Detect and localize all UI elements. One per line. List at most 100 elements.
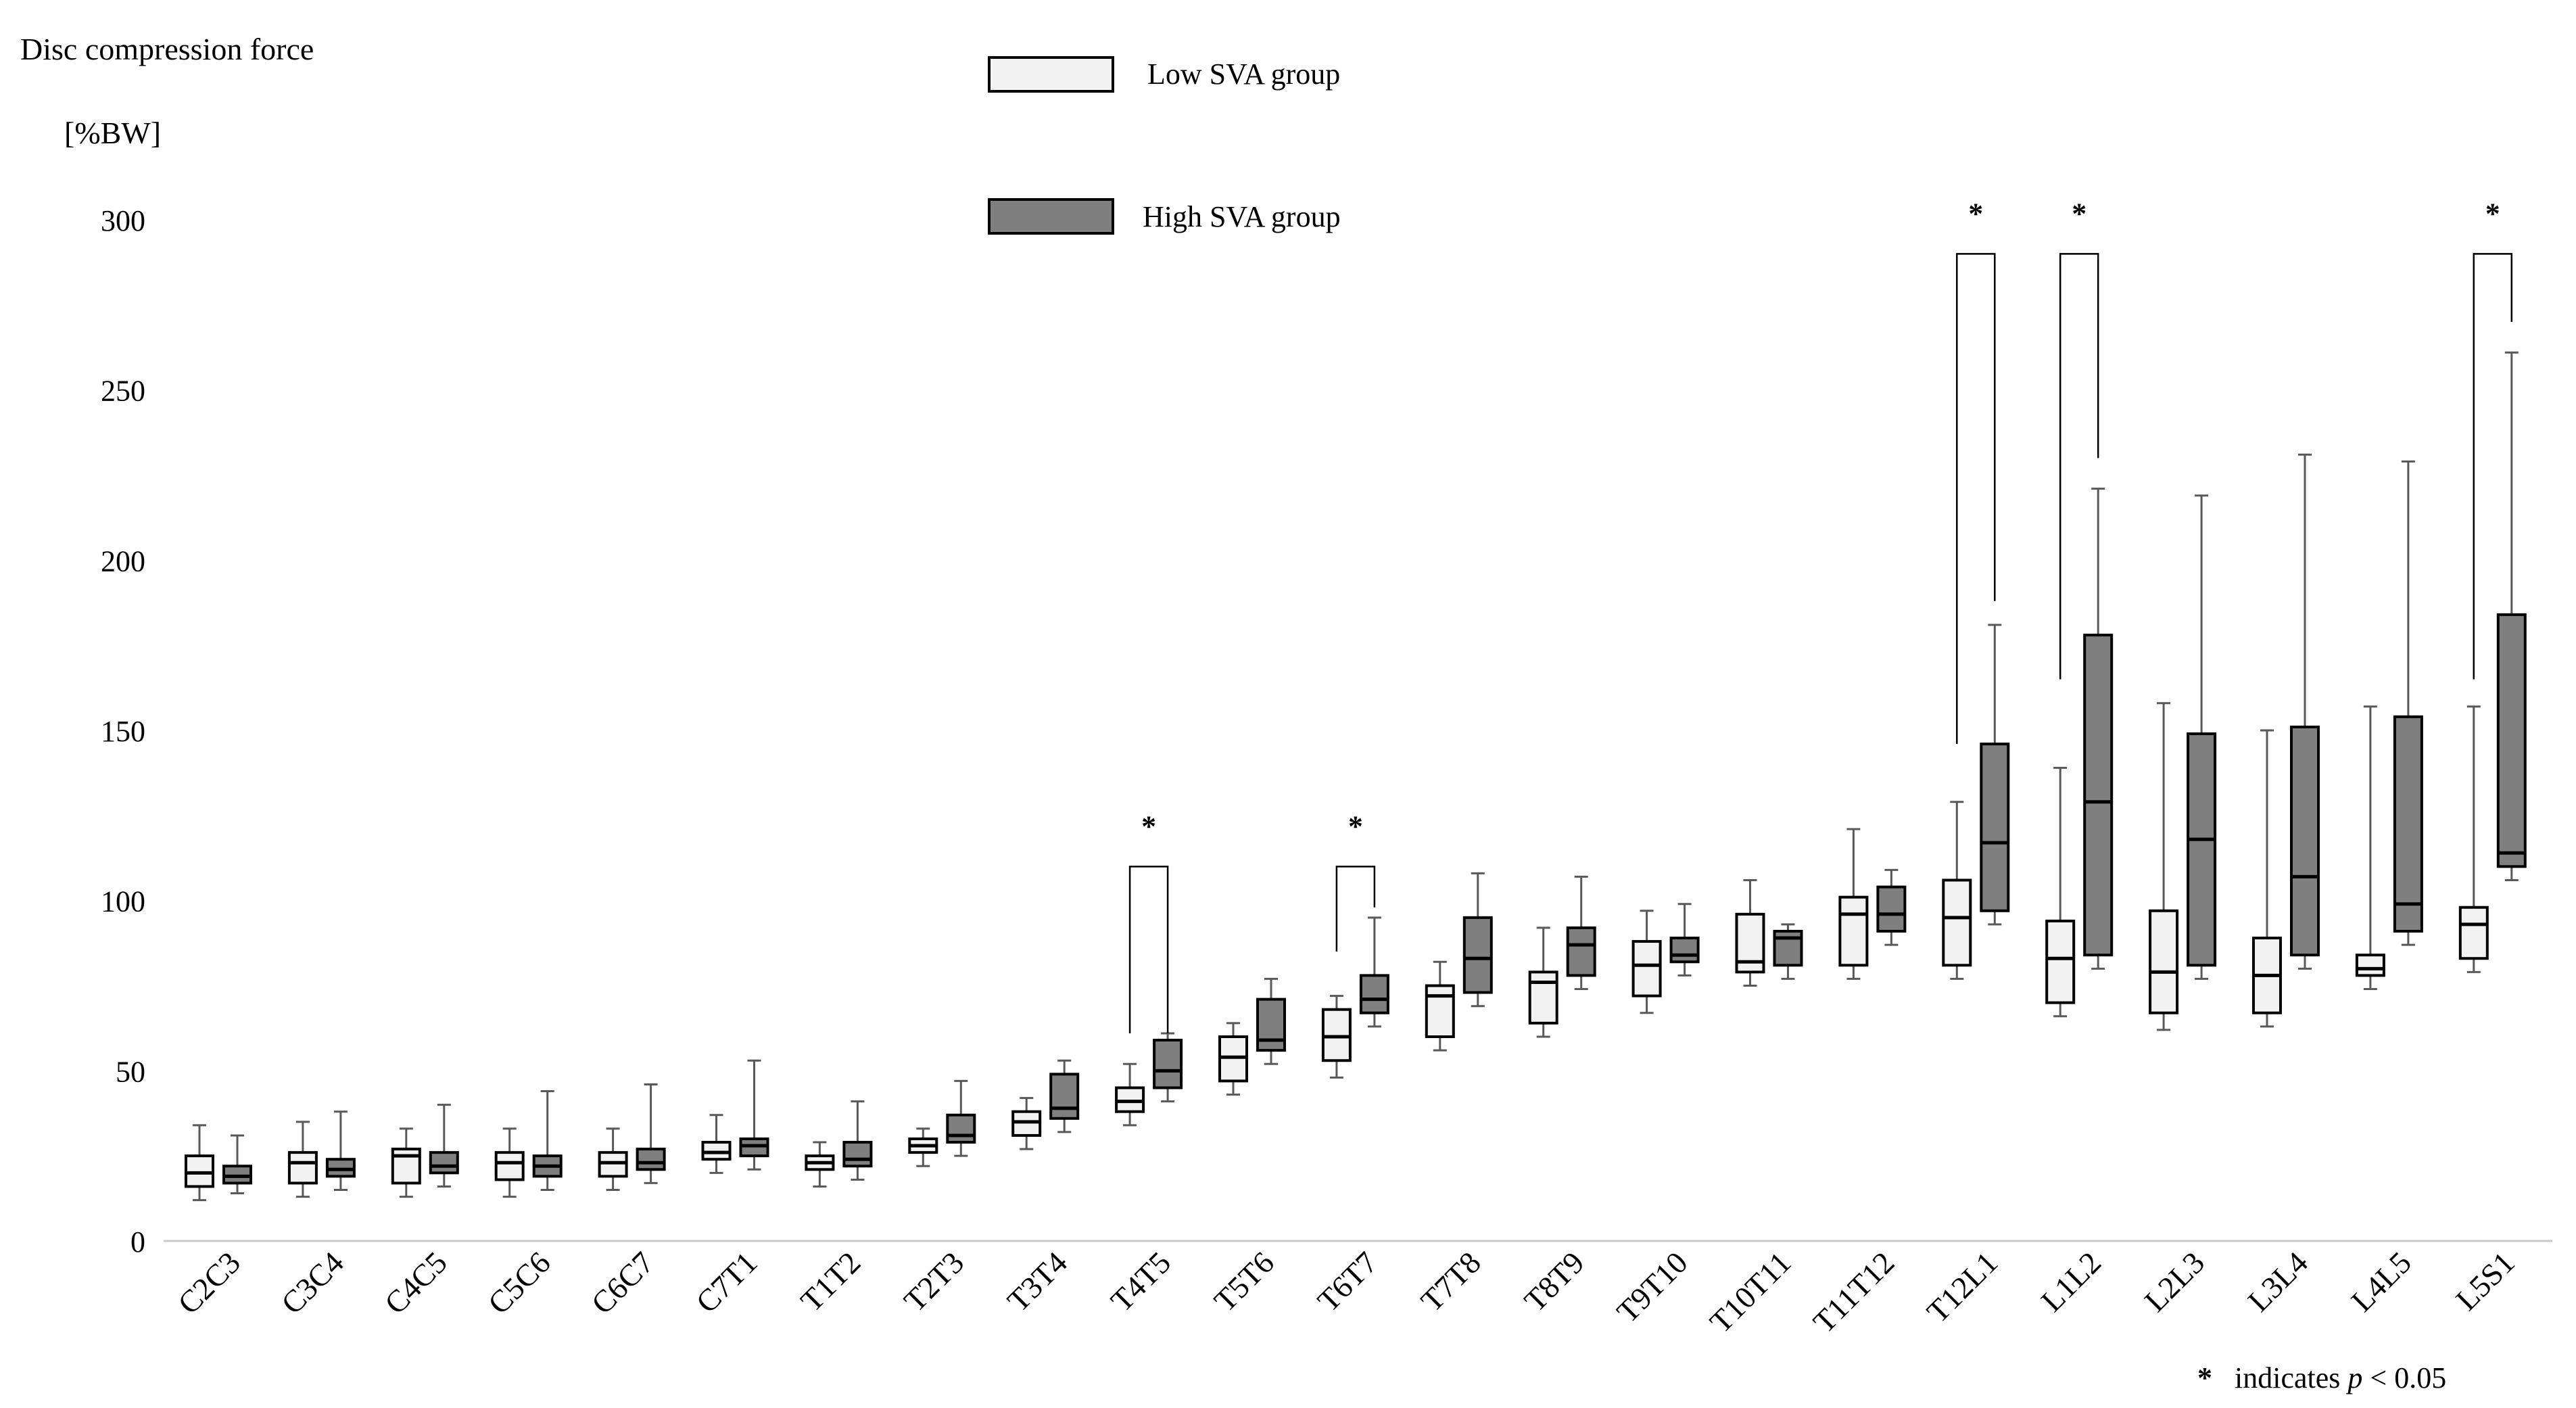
iqr-box bbox=[636, 1148, 666, 1171]
high-sva-box-C7T1 bbox=[739, 1059, 769, 1171]
y-tick-label: 250 bbox=[101, 375, 145, 408]
x-tick-label: L2L3 bbox=[2138, 1245, 2211, 1318]
y-tick-label: 50 bbox=[116, 1055, 145, 1088]
significance-bracket-T4T5: * bbox=[1128, 809, 1169, 1033]
iqr-box bbox=[429, 1151, 459, 1175]
iqr-box bbox=[1011, 1110, 1042, 1137]
legend-label-low: Low SVA group bbox=[1147, 57, 1340, 91]
iqr-box bbox=[946, 1113, 976, 1144]
low-sva-box-C3C4 bbox=[287, 1121, 318, 1198]
iqr-box bbox=[2355, 954, 2385, 977]
iqr-box bbox=[598, 1151, 628, 1178]
iqr-box bbox=[1049, 1073, 1080, 1120]
high-sva-box-C5C6 bbox=[532, 1090, 563, 1191]
iqr-box bbox=[494, 1151, 525, 1181]
x-tick-label: T2T3 bbox=[897, 1245, 970, 1318]
iqr-box bbox=[185, 1154, 214, 1188]
high-sva-box-L4L5 bbox=[2393, 460, 2423, 946]
iqr-box bbox=[842, 1141, 873, 1168]
high-sva-box-T4T5 bbox=[1153, 1032, 1183, 1103]
iqr-box bbox=[1669, 937, 1700, 964]
high-sva-box-T1T2 bbox=[842, 1100, 873, 1181]
low-sva-box-T5T6 bbox=[1218, 1022, 1248, 1096]
iqr-box bbox=[1942, 878, 1972, 967]
footnote: * indicates p < 0.05 bbox=[2197, 1361, 2446, 1394]
footnote-text: indicates bbox=[2235, 1361, 2347, 1394]
low-sva-box-C7T1 bbox=[701, 1114, 732, 1174]
y-axis-title-line2: [%BW] bbox=[64, 116, 161, 150]
low-sva-box-C2C3 bbox=[185, 1124, 214, 1202]
iqr-box bbox=[1566, 926, 1596, 977]
high-sva-box-T7T8 bbox=[1462, 872, 1493, 1008]
iqr-box bbox=[1980, 743, 2010, 912]
x-tick-label: C6C7 bbox=[585, 1245, 661, 1321]
low-sva-box-T11T12 bbox=[1838, 828, 1869, 980]
iqr-box bbox=[1631, 940, 1662, 998]
y-tick-label: 200 bbox=[101, 544, 145, 578]
low-sva-box-T4T5 bbox=[1115, 1062, 1145, 1127]
low-sva-box-C4C5 bbox=[391, 1127, 421, 1198]
x-tick-label: L3L4 bbox=[2241, 1245, 2314, 1318]
bracket-line bbox=[1335, 866, 1376, 952]
y-axis-ticks: 0 50 100 150 200 250 300 bbox=[101, 204, 145, 1259]
iqr-box bbox=[325, 1158, 356, 1178]
iqr-box bbox=[739, 1137, 769, 1158]
high-sva-box-T10T11 bbox=[1773, 923, 1803, 980]
low-sva-box-L5S1 bbox=[2458, 705, 2489, 973]
x-tick-label: C5C6 bbox=[481, 1245, 557, 1321]
iqr-box bbox=[2083, 634, 2114, 957]
iqr-box bbox=[1218, 1035, 1248, 1083]
x-tick-label: C7T1 bbox=[689, 1245, 763, 1319]
bracket-line bbox=[1128, 866, 1169, 1033]
iqr-box bbox=[1773, 929, 1803, 967]
x-tick-label: T1T2 bbox=[794, 1245, 867, 1318]
x-tick-label: C3C4 bbox=[275, 1245, 350, 1321]
plot-area bbox=[164, 351, 2552, 1242]
high-sva-box-L1L2 bbox=[2083, 488, 2114, 970]
iqr-box bbox=[2045, 919, 2076, 1004]
high-sva-box-T11T12 bbox=[1876, 868, 1907, 946]
iqr-box bbox=[2393, 715, 2423, 933]
low-sva-box-C6C7 bbox=[598, 1127, 628, 1191]
footnote-p: p bbox=[2345, 1361, 2362, 1394]
iqr-box bbox=[1321, 1008, 1352, 1062]
x-tick-label: L4L5 bbox=[2345, 1245, 2418, 1318]
low-sva-box-L1L2 bbox=[2045, 766, 2076, 1018]
y-tick-label: 0 bbox=[130, 1225, 145, 1259]
legend-label-high: High SVA group bbox=[1143, 200, 1341, 233]
high-sva-box-T6T7 bbox=[1359, 916, 1389, 1028]
footnote-suffix: < 0.05 bbox=[2370, 1361, 2446, 1394]
low-sva-box-L4L5 bbox=[2355, 705, 2385, 991]
bracket-line bbox=[2059, 253, 2099, 680]
iqr-box bbox=[2149, 909, 2179, 1014]
x-tick-label: T9T10 bbox=[1610, 1245, 1694, 1330]
high-sva-box-C3C4 bbox=[325, 1110, 356, 1191]
iqr-box bbox=[701, 1141, 732, 1161]
low-sva-box-T8T9 bbox=[1528, 926, 1558, 1038]
x-tick-label: C2C3 bbox=[171, 1245, 247, 1321]
x-axis-labels: C2C3 C3C4 C4C5 C5C6 C6C7 C7T1 T1T2 T2T3 T3T4 T4T5… bbox=[171, 1245, 2521, 1340]
high-sva-box-L5S1 bbox=[2496, 351, 2527, 881]
iqr-box bbox=[2458, 906, 2489, 960]
low-sva-box-T1T2 bbox=[805, 1141, 835, 1188]
y-tick-label: 300 bbox=[101, 204, 145, 237]
iqr-box bbox=[1256, 998, 1286, 1052]
low-sva-box-T9T10 bbox=[1631, 910, 1662, 1014]
footnote-marker: * bbox=[2197, 1361, 2212, 1394]
iqr-box bbox=[2290, 725, 2320, 957]
significance-star: * bbox=[2072, 197, 2086, 230]
x-tick-label: L5S1 bbox=[2449, 1245, 2521, 1317]
significance-bracket-L1L2: * bbox=[2059, 197, 2099, 680]
high-sva-box-C2C3 bbox=[222, 1134, 252, 1195]
x-tick-label: T3T4 bbox=[1001, 1245, 1074, 1318]
significance-star: * bbox=[1968, 197, 1983, 230]
significance-bracket-L5S1: * bbox=[2473, 197, 2513, 680]
high-sva-box-C6C7 bbox=[636, 1083, 666, 1184]
x-tick-label: T10T11 bbox=[1703, 1245, 1798, 1340]
significance-star: * bbox=[1141, 809, 1156, 843]
x-tick-label: C4C5 bbox=[378, 1245, 454, 1321]
low-sva-box-T10T11 bbox=[1735, 878, 1765, 987]
significance-star: * bbox=[2485, 197, 2500, 230]
iqr-box bbox=[1838, 895, 1869, 967]
